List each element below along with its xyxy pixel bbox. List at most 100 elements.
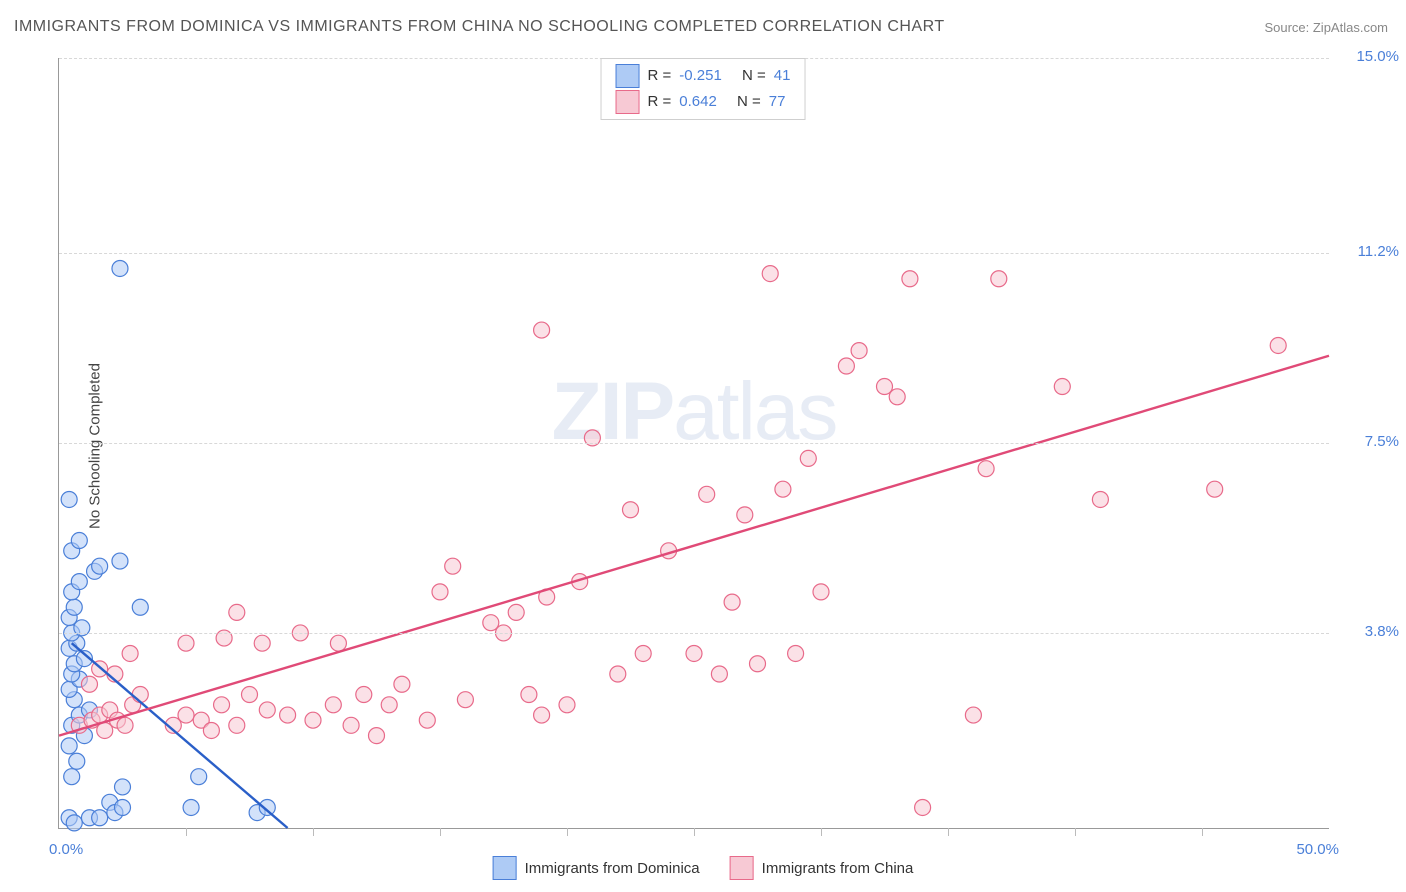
regression-line xyxy=(59,356,1329,736)
scatter-point xyxy=(711,666,727,682)
scatter-point xyxy=(800,450,816,466)
correlation-legend: R = -0.251 N = 41 R = 0.642 N = 77 xyxy=(601,58,806,120)
scatter-point xyxy=(115,779,131,795)
scatter-point xyxy=(92,558,108,574)
scatter-point xyxy=(686,645,702,661)
scatter-point xyxy=(724,594,740,610)
scatter-point xyxy=(419,712,435,728)
legend-swatch-dominica xyxy=(493,856,517,880)
scatter-point xyxy=(978,461,994,477)
scatter-point xyxy=(132,687,148,703)
scatter-point xyxy=(610,666,626,682)
x-axis-max-label: 50.0% xyxy=(1296,841,1339,858)
scatter-point xyxy=(534,322,550,338)
scatter-point xyxy=(521,687,537,703)
scatter-point xyxy=(112,553,128,569)
scatter-point xyxy=(117,717,133,733)
x-tick xyxy=(1202,828,1203,836)
scatter-point xyxy=(851,343,867,359)
r-label: R = xyxy=(648,89,672,115)
scatter-point xyxy=(788,645,804,661)
legend-item: Immigrants from Dominica xyxy=(493,856,700,880)
scatter-point xyxy=(1054,379,1070,395)
scatter-point xyxy=(81,676,97,692)
scatter-point xyxy=(178,635,194,651)
x-tick xyxy=(948,828,949,836)
legend-row: R = -0.251 N = 41 xyxy=(616,63,791,89)
scatter-point xyxy=(445,558,461,574)
r-label: R = xyxy=(648,63,672,89)
scatter-point xyxy=(242,687,258,703)
scatter-point xyxy=(991,271,1007,287)
scatter-point xyxy=(305,712,321,728)
scatter-point xyxy=(1270,337,1286,353)
scatter-point xyxy=(330,635,346,651)
scatter-point xyxy=(813,584,829,600)
scatter-point xyxy=(750,656,766,672)
scatter-point xyxy=(229,717,245,733)
scatter-point xyxy=(122,645,138,661)
scatter-point xyxy=(71,533,87,549)
scatter-point xyxy=(259,799,275,815)
scatter-point xyxy=(61,491,77,507)
scatter-point xyxy=(737,507,753,523)
n-value: 41 xyxy=(774,63,791,89)
r-value: 0.642 xyxy=(679,89,717,115)
n-label: N = xyxy=(742,63,766,89)
scatter-point xyxy=(889,389,905,405)
scatter-point xyxy=(66,815,82,831)
scatter-point xyxy=(203,722,219,738)
source-attribution: Source: ZipAtlas.com xyxy=(1264,20,1388,35)
scatter-point xyxy=(381,697,397,713)
gridline xyxy=(59,633,1329,634)
scatter-point xyxy=(71,574,87,590)
scatter-point xyxy=(838,358,854,374)
series-name: Immigrants from China xyxy=(762,860,914,877)
n-label: N = xyxy=(737,89,761,115)
y-tick-label: 11.2% xyxy=(1339,243,1399,260)
legend-item: Immigrants from China xyxy=(730,856,914,880)
scatter-point xyxy=(214,697,230,713)
x-tick xyxy=(567,828,568,836)
series-name: Immigrants from Dominica xyxy=(525,860,700,877)
n-value: 77 xyxy=(769,89,786,115)
scatter-point xyxy=(132,599,148,615)
scatter-point xyxy=(915,799,931,815)
scatter-point xyxy=(635,645,651,661)
scatter-point xyxy=(280,707,296,723)
x-tick xyxy=(821,828,822,836)
scatter-point xyxy=(69,753,85,769)
x-tick xyxy=(186,828,187,836)
scatter-point xyxy=(965,707,981,723)
scatter-point xyxy=(699,486,715,502)
scatter-point xyxy=(191,769,207,785)
scatter-point xyxy=(508,604,524,620)
legend-swatch-dominica xyxy=(616,64,640,88)
series-legend: Immigrants from Dominica Immigrants from… xyxy=(493,856,914,880)
x-axis-min-label: 0.0% xyxy=(49,841,83,858)
legend-row: R = 0.642 N = 77 xyxy=(616,89,791,115)
x-tick xyxy=(440,828,441,836)
scatter-point xyxy=(112,260,128,276)
x-tick xyxy=(313,828,314,836)
x-tick xyxy=(694,828,695,836)
scatter-point xyxy=(1207,481,1223,497)
scatter-point xyxy=(394,676,410,692)
scatter-point xyxy=(115,799,131,815)
y-tick-label: 3.8% xyxy=(1339,623,1399,640)
scatter-point xyxy=(178,707,194,723)
y-tick-label: 7.5% xyxy=(1339,433,1399,450)
scatter-point xyxy=(1092,491,1108,507)
scatter-point xyxy=(902,271,918,287)
scatter-point xyxy=(92,810,108,826)
scatter-point xyxy=(775,481,791,497)
scatter-point xyxy=(559,697,575,713)
scatter-point xyxy=(623,502,639,518)
scatter-point xyxy=(432,584,448,600)
legend-swatch-china xyxy=(730,856,754,880)
scatter-point xyxy=(259,702,275,718)
scatter-point xyxy=(229,604,245,620)
gridline xyxy=(59,443,1329,444)
scatter-point xyxy=(183,799,199,815)
scatter-point xyxy=(457,692,473,708)
